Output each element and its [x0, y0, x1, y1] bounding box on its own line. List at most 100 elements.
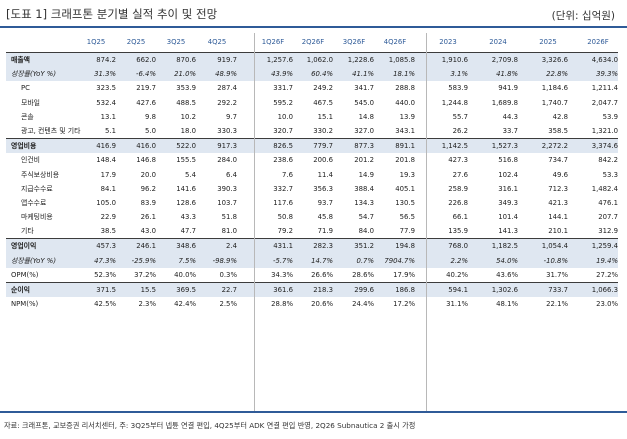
table-cell: 826.5	[273, 142, 293, 151]
table-cell: 207.7	[598, 213, 618, 222]
table-cell: 4,634.0	[591, 56, 618, 64]
table-cell: 3,374.6	[591, 142, 618, 151]
row-label: 기타	[21, 227, 34, 236]
column-header: 3Q26F	[342, 38, 366, 46]
table-cell: 43.6%	[496, 270, 518, 279]
table-cell: 1,302.6	[491, 286, 518, 294]
row-label: 영업이익	[11, 242, 37, 251]
table-cell: 81.0	[221, 227, 237, 236]
table-cell: 194.8	[395, 242, 415, 251]
column-header: 2024	[489, 38, 507, 46]
row-label: 앱수수료	[21, 198, 47, 207]
table-cell: 238.6	[273, 156, 293, 165]
table-row: 영업비용 416.9 416.0 522.0 917.3 826.5 779.7 877.3 8…	[6, 139, 618, 154]
table-cell: 733.7	[548, 286, 568, 294]
table-cell: -5.7%	[273, 256, 293, 265]
table-cell: 21.0%	[174, 70, 196, 79]
table-cell: 60.4%	[311, 70, 333, 79]
table-cell: 128.6	[176, 198, 196, 207]
table-cell: 43.0	[140, 227, 156, 236]
table-cell: 1,910.6	[441, 56, 468, 64]
table-cell: 48.9%	[215, 70, 237, 79]
row-label: OPM(%)	[11, 270, 39, 279]
table-cell: 6.4	[226, 170, 237, 179]
table-title: [도표 1] 크래프톤 분기별 실적 추이 및 전망	[6, 7, 218, 21]
table-cell: 22.9	[100, 213, 116, 222]
table-cell: 1,142.5	[441, 142, 468, 151]
table-cell: 246.1	[136, 242, 156, 251]
table-cell: 83.9	[140, 198, 156, 207]
table-cell: 10.2	[180, 112, 196, 121]
table-cell: 20.0	[140, 170, 156, 179]
table-cell: 532.4	[96, 98, 116, 107]
table-row: 성장률(YoY %) 31.3% -6.4% 21.0% 48.9% 43.9% 60.4%…	[6, 67, 618, 82]
table-cell: 77.9	[399, 227, 415, 236]
table-cell: 201.8	[395, 156, 415, 165]
table-cell: 34.3%	[271, 270, 293, 279]
table-cell: 7.5%	[178, 256, 196, 265]
table-cell: 1,321.0	[591, 126, 618, 135]
table-row: 주식보상비용 17.9 20.0 5.4 6.4 7.6 11.4 14.9 19.3 27.6 1…	[6, 168, 618, 182]
table-row: 영업이익 457.3 246.1 348.6 2.4 431.1 282.3 351.2 194…	[6, 239, 618, 254]
table-cell: 427.6	[136, 98, 156, 107]
table-cell: 316.1	[498, 184, 518, 193]
table-cell: 42.4%	[174, 300, 196, 309]
table-row: OPM(%) 52.3% 37.2% 40.0% 0.3% 34.3% 26.6% 28.6%…	[6, 268, 618, 282]
table-cell: 51.8	[221, 213, 237, 222]
table-cell: 13.1	[100, 112, 116, 121]
table-cell: 712.3	[548, 184, 568, 193]
table-cell: 1,228.6	[347, 56, 374, 64]
table-cell: 595.2	[273, 98, 293, 107]
row-label: 주식보상비용	[21, 170, 60, 179]
table-cell: 1,689.8	[491, 98, 518, 107]
table-cell: 1,182.5	[491, 242, 518, 251]
table-cell: 431.1	[273, 242, 293, 251]
row-label: 성장률(YoY %)	[11, 70, 57, 79]
table-cell: 146.8	[136, 156, 156, 165]
table-cell: 148.4	[96, 156, 116, 165]
column-header: 4Q25	[207, 38, 227, 46]
table-cell: 18.0	[180, 126, 196, 135]
table-cell: 41.1%	[352, 70, 374, 79]
table-cell: 84.0	[358, 227, 374, 236]
source-footnote: 자료: 크래프톤, 교보증권 리서치센터, 주: 3Q25부터 넵튠 연결 편입…	[4, 421, 416, 430]
table-cell: 26.6%	[311, 270, 333, 279]
table-cell: 141.6	[176, 184, 196, 193]
table-cell: 842.2	[598, 156, 618, 165]
table-cell: 105.0	[96, 198, 116, 207]
table-cell: 49.6	[552, 170, 568, 179]
table-cell: 299.6	[354, 286, 374, 294]
table-cell: 1,066.3	[591, 286, 618, 294]
table-cell: 50.8	[277, 213, 293, 222]
table-cell: 5.4	[185, 170, 196, 179]
table-cell: 919.7	[217, 56, 237, 64]
table-cell: 7.6	[282, 170, 293, 179]
table-cell: 186.8	[395, 286, 415, 294]
table-cell: 2.5%	[219, 300, 237, 309]
table-cell: 40.0%	[174, 270, 196, 279]
table-cell: 941.9	[498, 84, 518, 93]
table-cell: 358.5	[548, 126, 568, 135]
row-label: 광고, 컨텐츠 및 기타	[21, 126, 81, 135]
table-cell: 258.9	[448, 184, 468, 193]
table-cell: 53.3	[602, 170, 618, 179]
table-cell: 52.3%	[94, 270, 116, 279]
table-cell: 134.3	[354, 198, 374, 207]
table-cell: 31.3%	[94, 70, 116, 79]
table-cell: 1,740.7	[541, 98, 568, 107]
table-cell: 440.0	[395, 98, 415, 107]
row-label: NPM(%)	[11, 300, 39, 309]
table-cell: 22.7	[221, 286, 237, 294]
table-cell: 488.5	[176, 98, 196, 107]
table-cell: 870.6	[176, 56, 196, 64]
table-cell: 14.8	[358, 112, 374, 121]
table-cell: 5.0	[145, 126, 156, 135]
table-cell: 312.9	[598, 227, 618, 236]
table-cell: 416.0	[136, 142, 156, 151]
table-cell: 14.9	[358, 170, 374, 179]
table-cell: 42.5%	[94, 300, 116, 309]
row-label: 마케팅비용	[21, 213, 53, 222]
table-cell: 288.8	[395, 84, 415, 93]
table-cell: 779.7	[313, 142, 333, 151]
table-cell: 103.7	[217, 198, 237, 207]
